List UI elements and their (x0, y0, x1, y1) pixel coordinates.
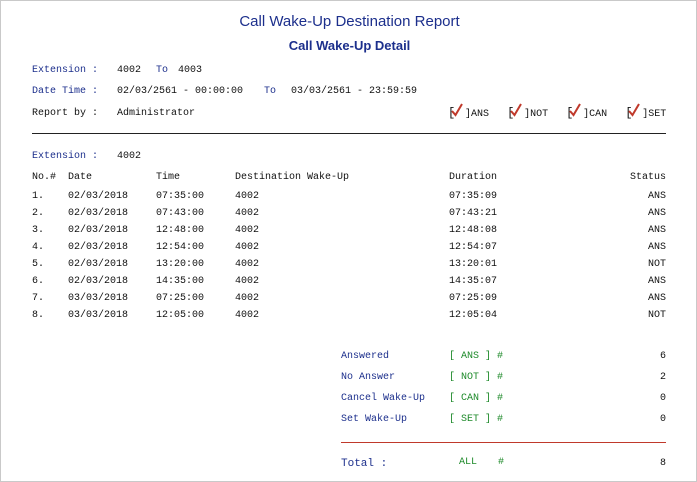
filter-datetime-to: 03/03/2561 - 23:59:59 (291, 86, 418, 97)
summary-label: Set Wake-Up (341, 414, 408, 425)
header-divider (32, 133, 666, 134)
legend-item-ans: []ANS (448, 103, 495, 120)
table-row: 4. 02/03/2018 12:54:00 4002 12:54:07 ANS (32, 242, 666, 253)
table-row: 6. 02/03/2018 14:35:00 4002 14:35:07 ANS (32, 276, 666, 287)
filter-report-by-label: Report by : (32, 108, 99, 119)
summary-label: Answered (341, 351, 390, 362)
table-row: 1. 02/03/2018 07:35:00 4002 07:35:09 ANS (32, 191, 666, 202)
legend-item-set: []SET (625, 103, 666, 120)
table-row: 7. 03/03/2018 07:25:00 4002 07:25:09 ANS (32, 293, 666, 304)
summary-code: [ ANS ] # (449, 351, 504, 362)
summary-code: [ CAN ] # (449, 393, 504, 404)
total-count: 8 (659, 458, 666, 469)
summary-count: 0 (659, 393, 666, 404)
col-header-status: Status (629, 172, 666, 183)
filter-datetime-to-word: To (264, 86, 277, 97)
filter-to-word: To (156, 65, 169, 76)
table-row: 8. 03/03/2018 12:05:00 4002 12:05:04 NOT (32, 310, 666, 321)
col-header-destination: Destination Wake-Up (235, 172, 350, 183)
summary-count: 2 (659, 372, 666, 383)
checkmark-icon (569, 103, 581, 117)
status-legend: []ANS []NOT []CAN []SET (448, 103, 666, 120)
report-subtitle: Call Wake-Up Detail (288, 38, 411, 53)
filter-datetime-label: Date Time : (32, 86, 99, 97)
table-row: 3. 02/03/2018 12:48:00 4002 12:48:08 ANS (32, 225, 666, 236)
summary-count: 6 (659, 351, 666, 362)
section-extension-value: 4002 (117, 151, 142, 162)
summary-code: [ SET ] # (449, 414, 504, 425)
checkmark-icon (451, 103, 463, 117)
col-header-time: Time (156, 172, 181, 183)
total-code: ALL (459, 457, 478, 468)
table-row: 2. 02/03/2018 07:43:00 4002 07:43:21 ANS (32, 208, 666, 219)
legend-item-can: []CAN (566, 103, 613, 120)
summary-divider (341, 442, 666, 443)
summary-code: [ NOT ] # (449, 372, 504, 383)
col-header-no: No.# (32, 172, 57, 183)
filter-extension-label: Extension : (32, 65, 99, 76)
filter-datetime-from: 02/03/2561 - 00:00:00 (117, 86, 244, 97)
filter-extension-to: 4003 (178, 65, 203, 76)
table-row: 5. 02/03/2018 13:20:00 4002 13:20:01 NOT (32, 259, 666, 270)
report-title: Call Wake-Up Destination Report (239, 13, 460, 30)
total-hash: # (498, 457, 505, 468)
summary-count: 0 (659, 414, 666, 425)
col-header-date: Date (68, 172, 93, 183)
summary-label: Cancel Wake-Up (341, 393, 426, 404)
checkmark-icon (628, 103, 641, 117)
col-header-duration: Duration (449, 172, 498, 183)
checkmark-icon (510, 103, 522, 117)
total-label: Total : (341, 458, 388, 470)
section-extension-label: Extension : (32, 151, 99, 162)
summary-label: No Answer (341, 372, 396, 383)
filter-report-by-value: Administrator (117, 108, 196, 119)
filter-extension-from: 4002 (117, 65, 142, 76)
legend-item-not: []NOT (507, 103, 554, 120)
